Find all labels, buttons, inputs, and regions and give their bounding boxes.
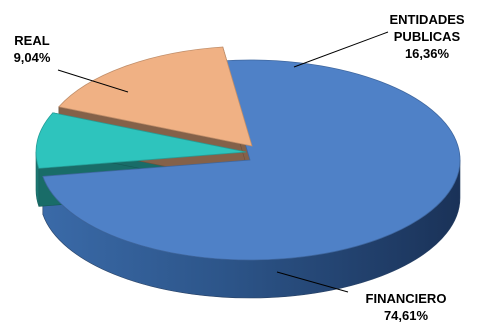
value-label-financiero: 74,61% — [384, 308, 429, 323]
category-label-entidades-publicas: ENTIDADES — [389, 12, 464, 27]
leader-line-entidades-publicas — [293, 31, 389, 68]
pie-tops — [35, 46, 461, 261]
leader-line-financiero — [276, 271, 349, 293]
value-label-real: 9,04% — [14, 50, 51, 65]
value-label-entidades-publicas: 16,36% — [405, 46, 450, 61]
pie-labels: FINANCIERO 74,61% REAL 9,04% ENTIDADES PUBLIC… — [14, 12, 465, 323]
slice-entidades-publicas — [58, 46, 253, 147]
category-label-real: REAL — [14, 33, 49, 48]
category-label-entidades-publicas: PUBLICAS — [394, 29, 461, 44]
slice-real — [35, 112, 247, 169]
category-label-financiero: FINANCIERO — [366, 291, 447, 306]
leader-line-real — [57, 69, 129, 93]
slice-financiero — [42, 59, 461, 261]
